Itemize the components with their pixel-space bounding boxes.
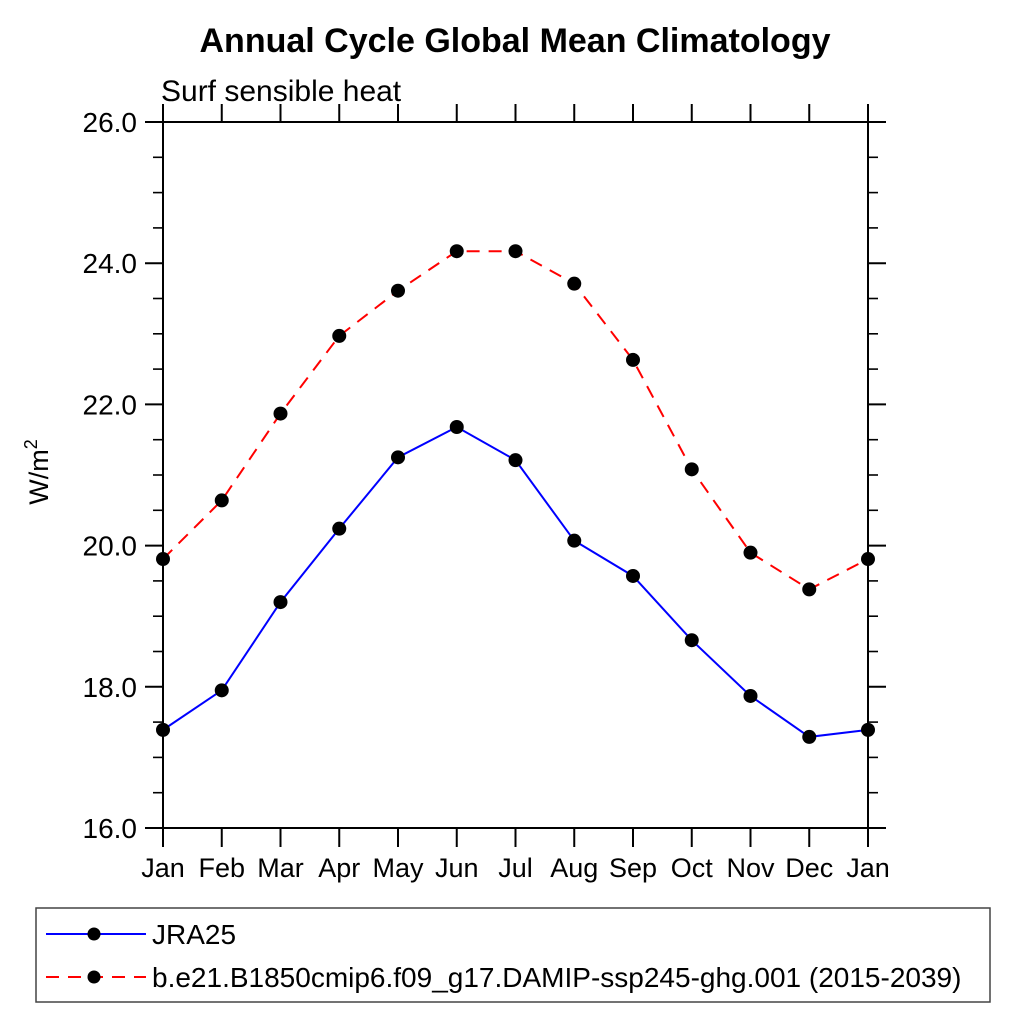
x-tick-label: Aug bbox=[550, 853, 598, 883]
data-point-marker bbox=[626, 568, 640, 583]
y-tick-label: 18.0 bbox=[83, 672, 138, 703]
data-point-marker bbox=[273, 595, 288, 610]
x-tick-label: Jan bbox=[846, 853, 890, 883]
x-tick-label: Mar bbox=[257, 853, 304, 883]
data-point-marker bbox=[508, 453, 523, 468]
plot-frame bbox=[162, 121, 869, 829]
data-point-marker bbox=[802, 582, 817, 597]
x-tick-label: Jul bbox=[498, 853, 533, 883]
x-tick-label: Oct bbox=[671, 853, 714, 883]
data-point-marker bbox=[626, 352, 640, 367]
x-tick-label: Sep bbox=[609, 853, 657, 883]
x-tick-label: Jan bbox=[141, 853, 185, 883]
data-point-marker bbox=[567, 533, 582, 548]
data-point-marker bbox=[861, 552, 875, 567]
legend-marker-jra25 bbox=[87, 927, 101, 941]
data-point-marker bbox=[449, 244, 464, 259]
legend-label-model: b.e21.B1850cmip6.f09_g17.DAMIP-ssp245-gh… bbox=[152, 962, 961, 993]
data-point-marker bbox=[156, 552, 170, 567]
data-point-marker bbox=[743, 688, 758, 703]
y-axis-label: W/m2 bbox=[21, 439, 54, 505]
y-axis-label-superscript: 2 bbox=[21, 439, 41, 449]
data-point-marker bbox=[567, 276, 582, 291]
y-tick-label: 26.0 bbox=[83, 107, 138, 138]
chart-title: Annual Cycle Global Mean Climatology bbox=[200, 22, 831, 60]
legend-box bbox=[35, 907, 991, 1003]
y-axis-label-unit: W/m bbox=[24, 449, 54, 504]
x-tick-label: Apr bbox=[318, 853, 360, 883]
data-point-marker bbox=[861, 722, 875, 737]
x-tick-label: Dec bbox=[785, 853, 833, 883]
x-tick-label: Nov bbox=[726, 853, 775, 883]
y-tick-label: 24.0 bbox=[83, 248, 138, 279]
data-point-marker bbox=[214, 683, 229, 698]
data-point-marker bbox=[684, 633, 699, 648]
legend-label-jra25: JRA25 bbox=[152, 919, 236, 950]
y-tick-label: 16.0 bbox=[83, 813, 138, 844]
legend-marker-model bbox=[87, 970, 101, 984]
data-point-marker bbox=[391, 283, 405, 298]
data-point-marker bbox=[508, 244, 523, 259]
y-tick-label: 22.0 bbox=[83, 389, 138, 420]
data-point-marker bbox=[332, 328, 347, 343]
data-point-marker bbox=[391, 450, 405, 465]
x-tick-label: Jun bbox=[435, 853, 479, 883]
chart-subtitle: Surf sensible heat bbox=[161, 75, 402, 108]
data-point-marker bbox=[332, 521, 347, 536]
data-point-marker bbox=[449, 419, 464, 434]
data-point-marker bbox=[156, 722, 170, 737]
y-tick-label: 20.0 bbox=[83, 531, 138, 562]
data-point-marker bbox=[802, 729, 817, 744]
x-tick-label: May bbox=[372, 853, 424, 883]
data-point-marker bbox=[273, 406, 288, 421]
legend: JRA25 b.e21.B1850cmip6.f09_g17.DAMIP-ssp… bbox=[35, 907, 991, 1003]
x-tick-label: Feb bbox=[198, 853, 245, 883]
data-point-marker bbox=[214, 493, 229, 508]
data-point-marker bbox=[743, 545, 758, 560]
data-point-marker bbox=[684, 462, 699, 477]
